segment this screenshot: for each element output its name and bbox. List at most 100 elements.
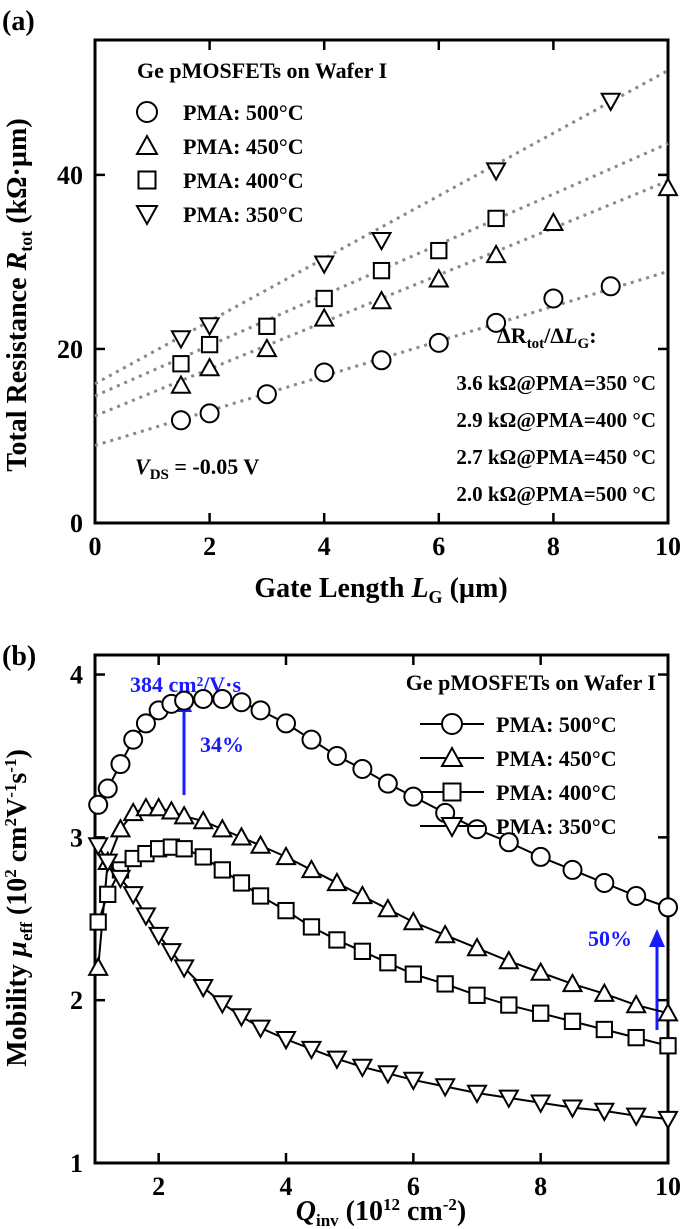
legend-label: PMA: 500°C [496,712,617,737]
t: -1 [1,759,20,773]
t: µ [2,941,33,958]
marker [328,931,346,949]
x-tick-label: 10 [655,532,681,561]
marker [258,317,276,335]
marker [213,861,231,879]
marker [147,796,170,817]
marker [434,1078,456,1098]
marker [326,745,347,766]
legend-marker [440,745,464,767]
marker [370,231,393,252]
marker [199,403,220,424]
x-tick-label: 2 [152,1172,165,1201]
marker [468,986,486,1004]
t: -2 [443,1195,457,1214]
panel-label: (b) [2,641,36,672]
legend-marker [441,713,463,735]
series-line [97,846,669,1047]
marker [625,1107,647,1127]
t: Total Resistance [2,270,33,471]
marker [351,884,374,905]
marker [485,243,507,264]
marker [404,965,422,983]
marker [430,241,448,260]
marker [498,1089,520,1109]
t: 12 [383,1195,400,1214]
marker [593,1102,616,1122]
y-tick-label: 0 [70,509,83,538]
legend-title: Ge pMOSFETs on Wafer I [137,58,387,83]
marker [377,1065,399,1085]
t: = -0.05 V [169,454,259,479]
marker [353,942,372,960]
y-tick-label: 4 [70,661,83,690]
marker [326,871,348,892]
legend-marker [440,817,464,839]
marker [192,978,214,999]
legend-marker [137,170,157,190]
t: /Δ [543,323,564,348]
t: R [2,252,33,272]
t: G [429,587,443,607]
t: ) [457,1196,466,1227]
marker [315,289,333,308]
legend-marker [136,101,158,123]
x-tick-label: 2 [203,532,216,561]
marker [485,162,507,182]
marker [595,1020,613,1039]
marker [594,872,615,893]
t: s [2,773,33,784]
annotation: 2.7 kΩ@PMA=450 °C [456,445,656,469]
annotation: 34% [200,732,244,757]
marker [529,1094,552,1114]
legend-label: PMA: 400°C [183,168,304,193]
marker [487,209,505,228]
marker [561,1099,584,1119]
marker [500,996,518,1014]
marker [135,713,156,734]
y-tick-label: 1 [70,1149,83,1178]
marker [194,848,212,866]
legend-label: PMA: 350°C [183,202,304,227]
y-tick-label: 2 [70,986,83,1015]
t: cm [400,1196,443,1227]
marker [97,853,119,873]
marker [251,887,270,905]
marker [600,92,622,112]
y-tick-label: 20 [57,335,83,364]
marker [231,692,252,713]
t: (µm) [443,573,508,604]
marker [277,901,295,920]
t: tot [527,336,545,352]
marker [626,885,647,906]
marker [256,384,277,405]
x-tick-label: 6 [432,532,445,561]
t: Q [296,1196,316,1227]
marker [300,1040,323,1061]
marker [173,959,195,979]
x-tick-label: 0 [89,532,102,561]
marker [352,758,373,779]
legend-marker [135,133,159,155]
marker [230,1008,253,1028]
annotation: 2.9 kΩ@PMA=400 °C [456,408,656,432]
marker [313,255,335,275]
marker [428,268,450,288]
marker [314,362,335,383]
marker [135,796,157,817]
marker [302,918,321,936]
annotation: VDS = -0.05 V [135,454,259,483]
marker [275,1031,297,1051]
annotation: 3.6 kΩ@PMA=350 °C [456,371,656,395]
legend-label: PMA: 400°C [496,780,617,805]
marker [170,410,191,431]
marker [174,690,195,711]
t: (10 [2,878,33,922]
t: inv [316,1211,339,1229]
marker [657,1110,679,1131]
marker [377,773,398,794]
x-tick-label: 4 [318,532,331,561]
y-axis-title: Mobility µeff (102 cm2V-1s-1) [1,749,36,1067]
x-tick-label: 6 [407,1172,420,1201]
marker [326,1050,348,1070]
